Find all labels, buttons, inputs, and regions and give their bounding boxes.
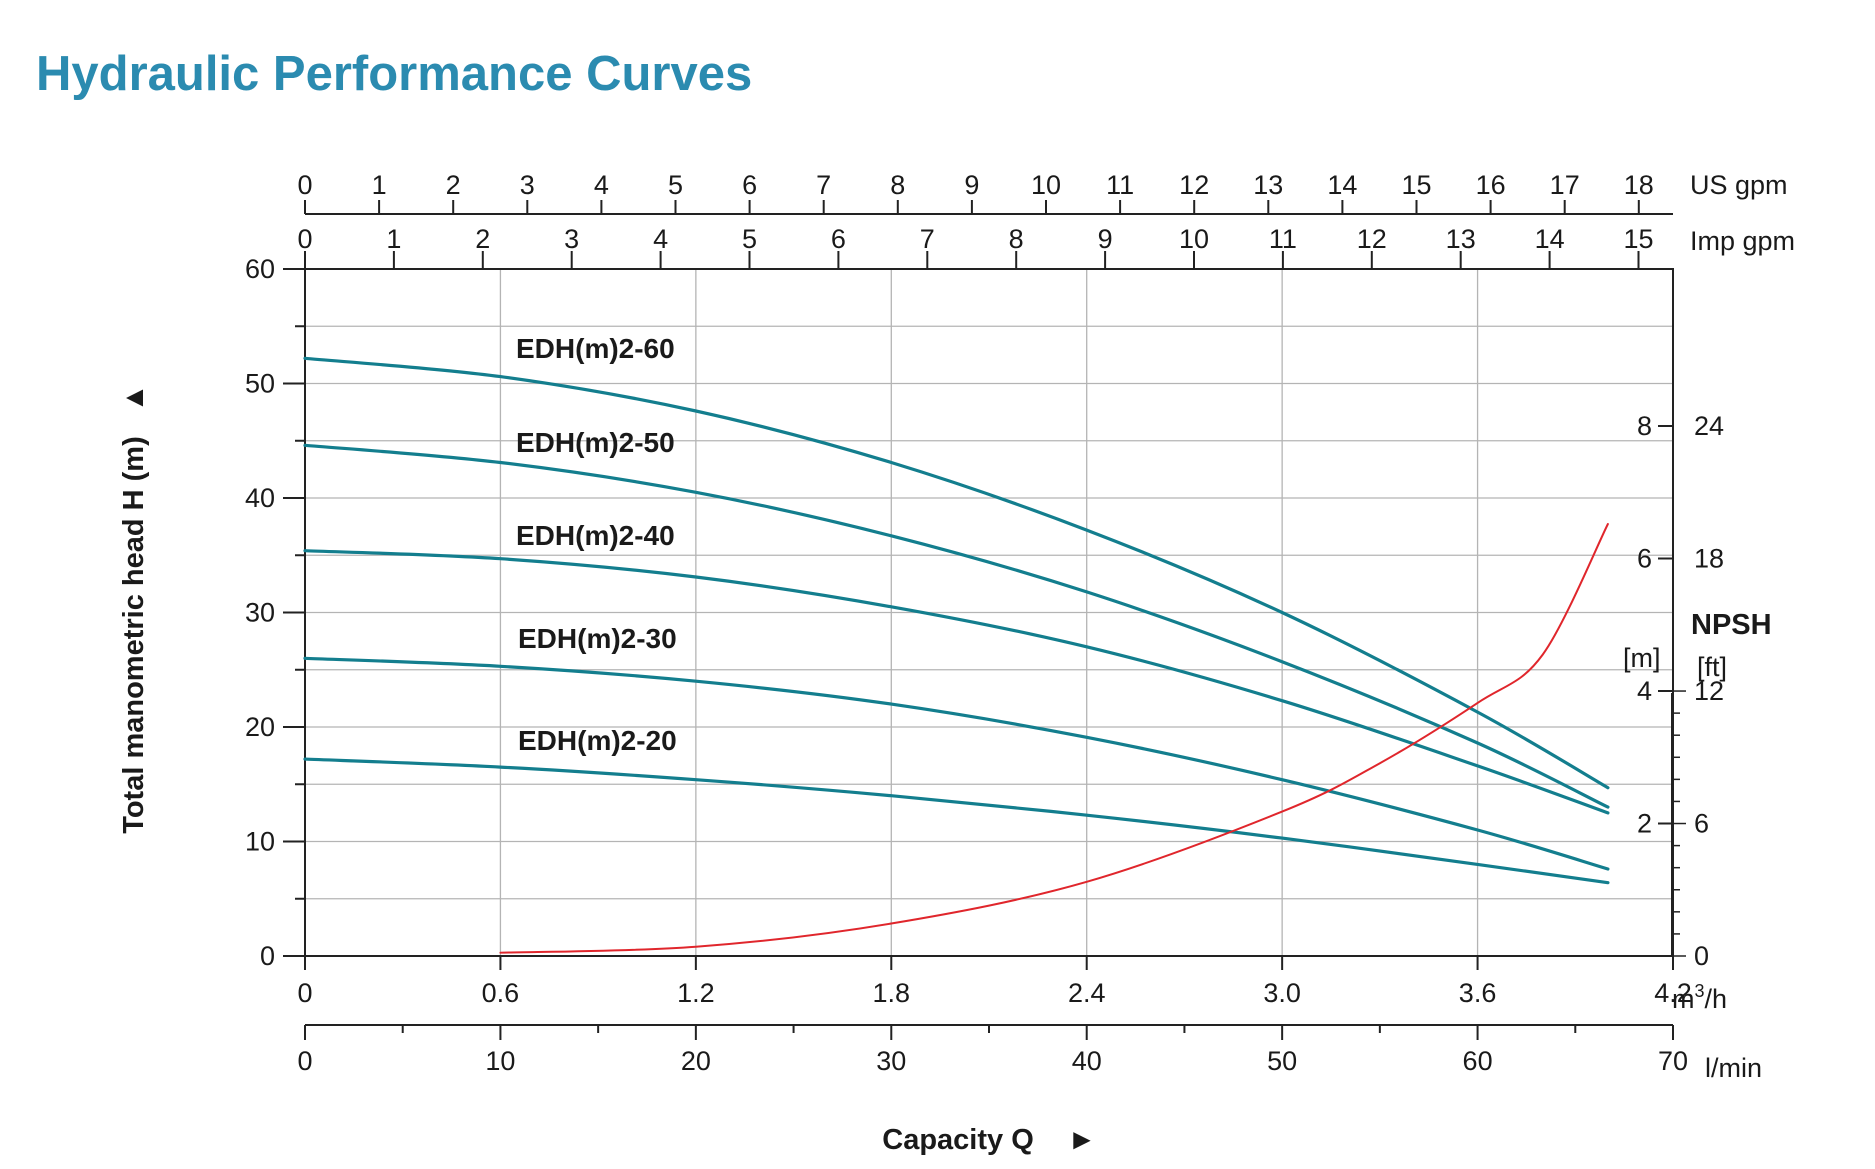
imp-gpm-tick-label: 5: [742, 224, 757, 254]
x-tick-label: 1.8: [873, 978, 911, 1008]
us-gpm-tick-label: 14: [1327, 170, 1357, 200]
curves: [303, 356, 1610, 954]
curve-label: EDH(m)2-60: [516, 333, 675, 364]
y-tick-label: 40: [245, 483, 275, 513]
x-axis-unit-sup: 3: [1695, 981, 1705, 1001]
npsh-m-tick-label: 2: [1637, 809, 1652, 839]
npsh-ft-tick-label: 24: [1694, 411, 1724, 441]
us-gpm-tick-label: 11: [1106, 170, 1134, 200]
curve-label: EDH(m)2-50: [516, 427, 675, 458]
us-gpm-tick-label: 16: [1476, 170, 1506, 200]
y-tick-label: 10: [245, 827, 275, 857]
imp-gpm-tick-label: 1: [386, 224, 401, 254]
y-tick-label: 60: [245, 254, 275, 284]
imp-gpm-tick-label: 0: [297, 224, 312, 254]
us-gpm-tick-label: 13: [1253, 170, 1283, 200]
us-gpm-tick-label: 5: [668, 170, 683, 200]
head-curve-edh-m-2-30: [303, 656, 1610, 871]
y-axis-title: Total manometric head H (m): [118, 436, 150, 833]
us-gpm-tick-label: 17: [1550, 170, 1580, 200]
titles: Total manometric head H (m) ▲ Capacity Q…: [118, 170, 1795, 1156]
y-tick-label: 50: [245, 369, 275, 399]
l-min-unit: l/min: [1705, 1053, 1762, 1083]
x-tick-label: 0.6: [482, 978, 520, 1008]
imp-gpm-tick-label: 4: [653, 224, 668, 254]
imp-gpm-tick-label: 13: [1446, 224, 1476, 254]
imp-gpm-tick-label: 14: [1535, 224, 1565, 254]
npsh-ft-unit: [ft]: [1697, 652, 1727, 682]
us-gpm-tick-label: 18: [1624, 170, 1654, 200]
us-gpm-tick-label: 12: [1179, 170, 1209, 200]
l-min-tick-label: 20: [681, 1046, 711, 1076]
npsh-curve: [499, 523, 1609, 954]
x-axis-unit-base: m: [1672, 984, 1695, 1014]
x-tick-label: 3.6: [1459, 978, 1497, 1008]
imp-gpm-tick-label: 10: [1179, 224, 1209, 254]
npsh-m-tick-label: 4: [1637, 676, 1652, 706]
y-tick-label: 30: [245, 598, 275, 628]
l-min-tick-label: 30: [876, 1046, 906, 1076]
us-gpm-unit: US gpm: [1690, 170, 1788, 200]
x-tick-label: 0: [297, 978, 312, 1008]
us-gpm-tick-label: 2: [446, 170, 461, 200]
imp-gpm-tick-label: 3: [564, 224, 579, 254]
us-gpm-tick-label: 10: [1031, 170, 1061, 200]
head-curve-edh-m-2-60: [303, 356, 1610, 790]
imp-gpm-tick-label: 7: [920, 224, 935, 254]
imp-gpm-tick-label: 15: [1623, 224, 1653, 254]
npsh-ft-tick-label: 0: [1694, 941, 1709, 971]
us-gpm-tick-label: 15: [1401, 170, 1431, 200]
head-curve-edh-m-2-50: [303, 443, 1610, 809]
imp-gpm-tick-label: 11: [1269, 224, 1297, 254]
imp-gpm-tick-label: 6: [831, 224, 846, 254]
imp-gpm-tick-label: 8: [1009, 224, 1024, 254]
us-gpm-tick-label: 4: [594, 170, 609, 200]
l-min-tick-label: 40: [1072, 1046, 1102, 1076]
npsh-m-tick-label: 6: [1637, 544, 1652, 574]
l-min-tick-label: 50: [1267, 1046, 1297, 1076]
y-tick-label: 0: [260, 941, 275, 971]
l-min-tick-label: 10: [485, 1046, 515, 1076]
curve-label: EDH(m)2-40: [516, 520, 675, 551]
imp-gpm-tick-label: 12: [1357, 224, 1387, 254]
x-tick-label: 2.4: [1068, 978, 1106, 1008]
x-tick-label: 1.2: [677, 978, 715, 1008]
us-gpm-tick-label: 9: [964, 170, 979, 200]
l-min-tick-label: 0: [297, 1046, 312, 1076]
y-axis-arrow: ▲: [118, 384, 150, 413]
us-gpm-tick-label: 8: [890, 170, 905, 200]
head-curve-edh-m-2-40: [303, 549, 1610, 815]
us-gpm-tick-label: 6: [742, 170, 757, 200]
x-tick-label: 4.2: [1654, 978, 1692, 1008]
curve-label: EDH(m)2-30: [518, 623, 677, 654]
grid: [305, 269, 1673, 956]
imp-gpm-unit: Imp gpm: [1690, 226, 1795, 256]
npsh-ft-tick-label: 18: [1694, 544, 1724, 574]
head-curve-edh-m-2-20: [303, 757, 1610, 885]
imp-gpm-tick-label: 9: [1098, 224, 1113, 254]
l-min-tick-label: 60: [1463, 1046, 1493, 1076]
us-gpm-tick-label: 7: [816, 170, 831, 200]
curve-label: EDH(m)2-20: [518, 725, 677, 756]
npsh-ft-tick-label: 12: [1694, 676, 1724, 706]
x-axis-unit-tail: /h: [1705, 984, 1728, 1014]
x-axis-arrow: ►: [1068, 1124, 1097, 1156]
npsh-ft-tick-label: 6: [1694, 809, 1709, 839]
x-axis-title: Capacity Q: [882, 1124, 1034, 1156]
y-tick-label: 20: [245, 712, 275, 742]
imp-gpm-tick-label: 2: [475, 224, 490, 254]
npsh-axis-title: NPSH: [1691, 609, 1772, 641]
us-gpm-tick-label: 1: [372, 170, 387, 200]
us-gpm-tick-label: 3: [520, 170, 535, 200]
l-min-tick-label: 70: [1658, 1046, 1688, 1076]
npsh-m-tick-label: 8: [1637, 411, 1652, 441]
x-axis-unit: m3/h: [1672, 981, 1727, 1014]
npsh-m-unit: [m]: [1623, 643, 1661, 673]
labels: EDH(m)2-60 EDH(m)2-50 EDH(m)2-40 EDH(m)2-30…: [516, 333, 677, 756]
page-title: Hydraulic Performance Curves: [36, 47, 753, 101]
x-tick-label: 3.0: [1263, 978, 1301, 1008]
us-gpm-tick-label: 0: [297, 170, 312, 200]
